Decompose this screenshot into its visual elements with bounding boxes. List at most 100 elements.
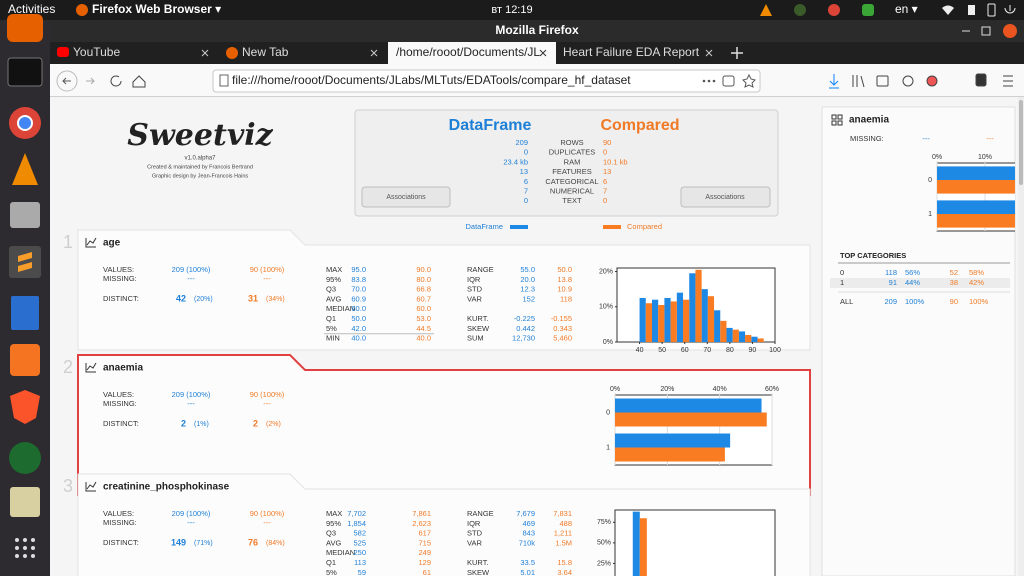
tab-close-icons[interactable] xyxy=(201,49,713,57)
dock-viewer[interactable] xyxy=(10,487,40,517)
overview-label: DISTINCT: xyxy=(103,419,139,428)
stat-value: 113 xyxy=(354,558,366,567)
stat-value: 1,854 xyxy=(347,519,366,528)
dock-firefox[interactable] xyxy=(7,14,43,42)
overview-value: 90 (100%) xyxy=(250,265,285,274)
tray-icon[interactable] xyxy=(794,4,806,16)
y-tick-label: 10% xyxy=(599,304,613,311)
wifi-icon[interactable] xyxy=(942,5,954,16)
overview-label: DISTINCT: xyxy=(103,294,139,303)
stat-value: 66.8 xyxy=(416,285,431,294)
stat-label: SKEW xyxy=(467,324,490,333)
page-actions[interactable] xyxy=(702,79,716,83)
stat-value: 617 xyxy=(418,529,431,538)
toolbar-icons[interactable] xyxy=(852,73,1013,88)
distinct-pct: (34%) xyxy=(266,296,285,303)
downloads-icon[interactable] xyxy=(829,74,839,89)
dock-apps-grid[interactable] xyxy=(15,538,35,558)
overview-value: --- xyxy=(263,518,271,527)
y-tick-label: 20% xyxy=(599,268,613,275)
dock-sublime-logo xyxy=(18,252,32,272)
stat-label: STD xyxy=(467,285,483,294)
credit: Created & maintained by Francois Bertran… xyxy=(147,164,253,170)
new-tab-button[interactable] xyxy=(731,47,743,59)
button-label[interactable]: Associations xyxy=(705,194,745,201)
stat-label: Q1 xyxy=(326,558,336,567)
associations-button[interactable] xyxy=(361,186,451,208)
overview-value: 209 (100%) xyxy=(172,390,211,399)
dock-app[interactable] xyxy=(9,442,41,474)
battery-icon[interactable] xyxy=(987,3,996,17)
stat-value: 40.0 xyxy=(416,334,431,343)
missing-label: MISSING: xyxy=(850,134,884,143)
dock-sublime[interactable] xyxy=(9,246,41,278)
dock-vlc[interactable] xyxy=(12,153,38,185)
url-box[interactable] xyxy=(212,69,761,93)
scrollbar[interactable] xyxy=(1018,97,1024,576)
url-text[interactable]: file:///home/rooot/Documents/JLabs/MLTut… xyxy=(232,73,631,87)
category-label: 1 xyxy=(606,444,610,451)
forward-button[interactable] xyxy=(86,77,95,85)
x-tick-label: 100 xyxy=(769,347,781,354)
tab-title[interactable]: Heart Failure EDA Report xyxy=(563,45,700,59)
tray-icon[interactable] xyxy=(862,4,874,16)
dock-brave[interactable] xyxy=(10,390,40,424)
home-button[interactable] xyxy=(132,75,146,88)
maximize-button[interactable] xyxy=(981,26,991,36)
tab-title[interactable]: YouTube xyxy=(73,45,120,59)
bookmark-star[interactable] xyxy=(742,73,756,88)
feature-icon xyxy=(85,481,97,492)
summary-value: 13 xyxy=(520,167,528,176)
chrome-tray-icon[interactable] xyxy=(828,4,840,16)
missing-value: --- xyxy=(986,134,994,143)
reload-button[interactable] xyxy=(110,75,122,87)
histogram-bar xyxy=(701,289,708,342)
category-pct: 100% xyxy=(905,297,925,306)
histogram-bar xyxy=(676,292,684,342)
audio-icon[interactable] xyxy=(968,5,975,15)
language[interactable]: en ▾ xyxy=(895,2,918,16)
distinct-pct: (84%) xyxy=(266,540,285,547)
overview-label: DISTINCT: xyxy=(103,538,139,547)
dock-files[interactable] xyxy=(10,202,40,228)
distinct-pct: (20%) xyxy=(194,296,213,303)
summary-label: RAM xyxy=(564,157,581,166)
scroll-thumb[interactable] xyxy=(1019,100,1023,185)
histogram-bar xyxy=(639,518,647,576)
pocket-icon[interactable] xyxy=(722,75,735,87)
clock[interactable]: вт 12:19 xyxy=(491,4,532,16)
stat-value: 15.8 xyxy=(557,558,572,567)
button-label[interactable]: Associations xyxy=(386,194,426,201)
bar xyxy=(615,398,762,413)
close-button[interactable] xyxy=(1003,24,1017,38)
associations-button[interactable] xyxy=(680,186,771,208)
x-tick-label: 60 xyxy=(681,347,689,354)
x-tick-label: 80 xyxy=(726,347,734,354)
x-tick-label: 0% xyxy=(932,154,942,161)
histogram-bar xyxy=(670,301,677,342)
stat-value: 50.0 xyxy=(557,265,572,274)
back-button[interactable] xyxy=(56,70,78,92)
vlc-tray-icon[interactable] xyxy=(760,4,772,16)
histogram-bar xyxy=(664,297,671,342)
summary-value: 0 xyxy=(603,196,607,205)
dock-terminal[interactable] xyxy=(7,57,43,87)
legend-label: Compared xyxy=(627,222,662,231)
stat-value: 55.0 xyxy=(520,265,535,274)
app-menu[interactable]: Firefox Web Browser ▾ xyxy=(92,2,221,16)
stat-label: 95% xyxy=(326,275,341,284)
dock-software[interactable] xyxy=(10,344,40,376)
tab-title[interactable]: /home/rooot/Documents/JL xyxy=(396,45,540,59)
legend-label: DataFrame xyxy=(465,222,503,231)
power-icon[interactable] xyxy=(1004,5,1016,14)
stat-value: 90.0 xyxy=(416,265,431,274)
tab-close-icon[interactable] xyxy=(539,49,547,57)
tab-title[interactable]: New Tab xyxy=(242,45,289,59)
firefox-icon xyxy=(76,4,88,16)
histogram-bar xyxy=(632,511,640,576)
activities[interactable]: Activities xyxy=(8,2,55,16)
stat-value: -0.225 xyxy=(514,314,535,323)
dock-writer[interactable] xyxy=(11,296,39,330)
stat-label: VAR xyxy=(467,294,482,303)
